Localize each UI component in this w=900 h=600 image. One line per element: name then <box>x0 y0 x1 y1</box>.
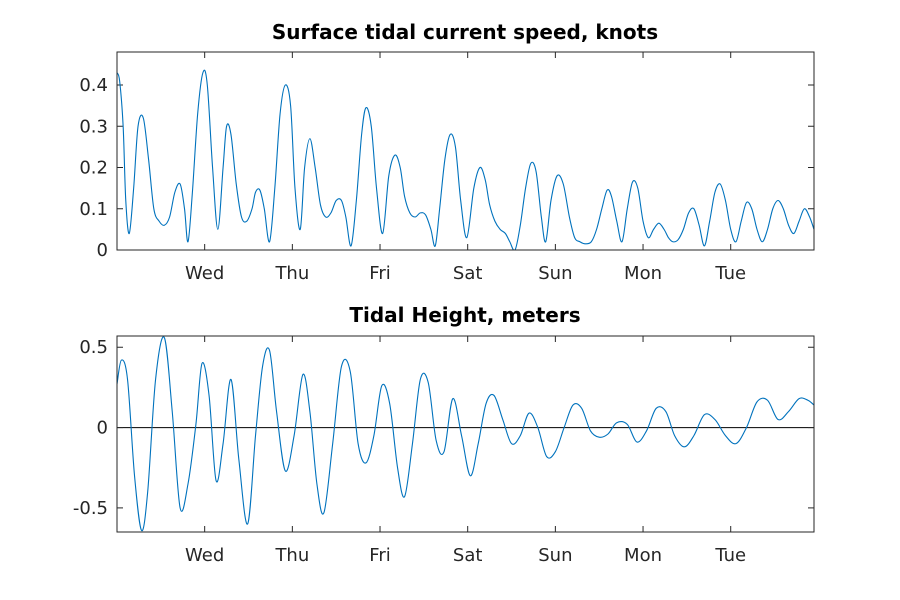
chart-title: Tidal Height, meters <box>349 303 580 327</box>
x-tick-label: Sat <box>453 263 483 284</box>
plot-frame <box>116 51 815 251</box>
x-tick-label: Fri <box>369 545 390 566</box>
tidal-height-panel: Tidal Height, meters -0.5 0 0.5 Wed Thu Fri Sa… <box>73 303 815 566</box>
x-tick-label: Fri <box>369 263 390 284</box>
y-tick-label: 0.2 <box>79 158 108 179</box>
x-tick-label: Tue <box>714 263 746 284</box>
series-line <box>117 69 814 250</box>
y-tick-label: 0.1 <box>79 199 108 220</box>
x-tick-label: Sun <box>538 263 572 284</box>
x-tick-label: Wed <box>185 545 224 566</box>
x-tick-label: Thu <box>274 263 309 284</box>
x-tick-label: Sun <box>538 545 572 566</box>
axes: 0 0.1 0.2 0.3 0.4 Wed Thu Fri Sat Sun Mon Tue <box>79 52 814 284</box>
plot-frame <box>116 335 815 533</box>
x-tick-label: Thu <box>274 545 309 566</box>
x-tick-label: Mon <box>624 263 662 284</box>
x-tick-label: Sat <box>453 545 483 566</box>
y-tick-label: 0 <box>97 240 108 261</box>
x-tick-label: Tue <box>714 545 746 566</box>
y-tick-label: 0.4 <box>79 75 108 96</box>
y-tick-label: 0.5 <box>79 337 108 358</box>
current-speed-panel: Surface tidal current speed, knots 00.10… <box>79 20 815 284</box>
y-tick-label: 0 <box>97 418 108 439</box>
x-tick-label: Wed <box>185 263 224 284</box>
series-line <box>117 336 814 532</box>
y-tick-label: 0.3 <box>79 116 108 137</box>
y-tick-label: -0.5 <box>73 498 108 519</box>
axes: -0.5 0 0.5 Wed Thu Fri Sat Sun Mon Tue <box>73 336 814 566</box>
chart-title: Surface tidal current speed, knots <box>272 20 658 44</box>
x-tick-label: Mon <box>624 545 662 566</box>
